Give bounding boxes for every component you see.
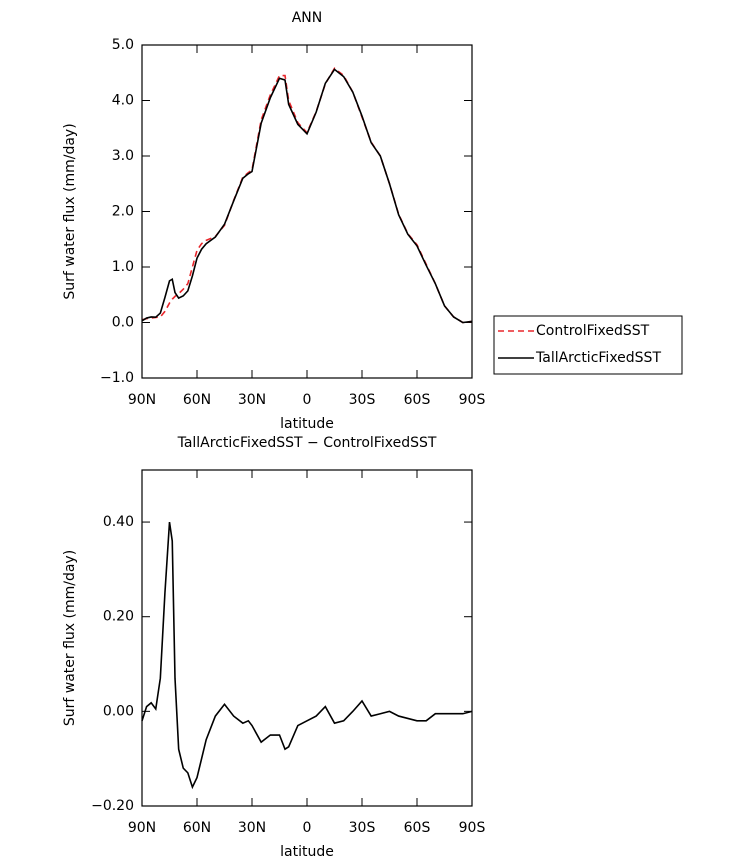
y-tick-label: 4.0 [112, 93, 134, 109]
x-tick-label: 90N [128, 392, 156, 408]
y-tick-label: −1.0 [100, 370, 134, 386]
y-axis-label: Surf water flux (mm/day) [62, 550, 78, 726]
chart-title: ANN [292, 10, 323, 26]
x-tick-label: 60S [404, 820, 431, 836]
y-tick-label: 3.0 [112, 148, 134, 164]
data-line [141, 68, 473, 324]
x-tick-label: 90N [128, 820, 156, 836]
legend-box [493, 315, 683, 375]
plot-frame [141, 469, 473, 807]
x-tick-label: 30S [349, 392, 376, 408]
y-tick-label: 0.0 [112, 315, 134, 331]
data-line [141, 67, 473, 324]
legend-label: ControlFixedSST [536, 323, 650, 339]
x-tick-label: 30S [349, 820, 376, 836]
x-tick-label: 60N [183, 392, 211, 408]
chart-title: TallArcticFixedSST − ControlFixedSST [177, 435, 437, 451]
y-tick-label: 1.0 [112, 259, 134, 275]
y-axis-label: Surf water flux (mm/day) [62, 123, 78, 299]
x-tick-label: 60S [404, 392, 431, 408]
legend-label: TallArcticFixedSST [535, 350, 661, 366]
y-tick-label: 2.0 [112, 204, 134, 220]
y-tick-label: 0.40 [103, 514, 134, 530]
y-tick-label: −0.20 [91, 798, 134, 814]
plot-frame [141, 44, 473, 379]
x-tick-label: 90S [459, 820, 486, 836]
x-axis-label: latitude [280, 844, 334, 860]
y-tick-label: 0.20 [103, 609, 134, 625]
x-tick-label: 60N [183, 820, 211, 836]
y-tick-label: 5.0 [112, 37, 134, 53]
x-tick-label: 30N [238, 392, 266, 408]
x-tick-label: 0 [303, 820, 312, 836]
x-axis-label: latitude [280, 416, 334, 432]
data-line [141, 521, 473, 790]
x-tick-label: 0 [303, 392, 312, 408]
y-tick-label: 0.00 [103, 703, 134, 719]
x-tick-label: 30N [238, 820, 266, 836]
x-tick-label: 90S [459, 392, 486, 408]
